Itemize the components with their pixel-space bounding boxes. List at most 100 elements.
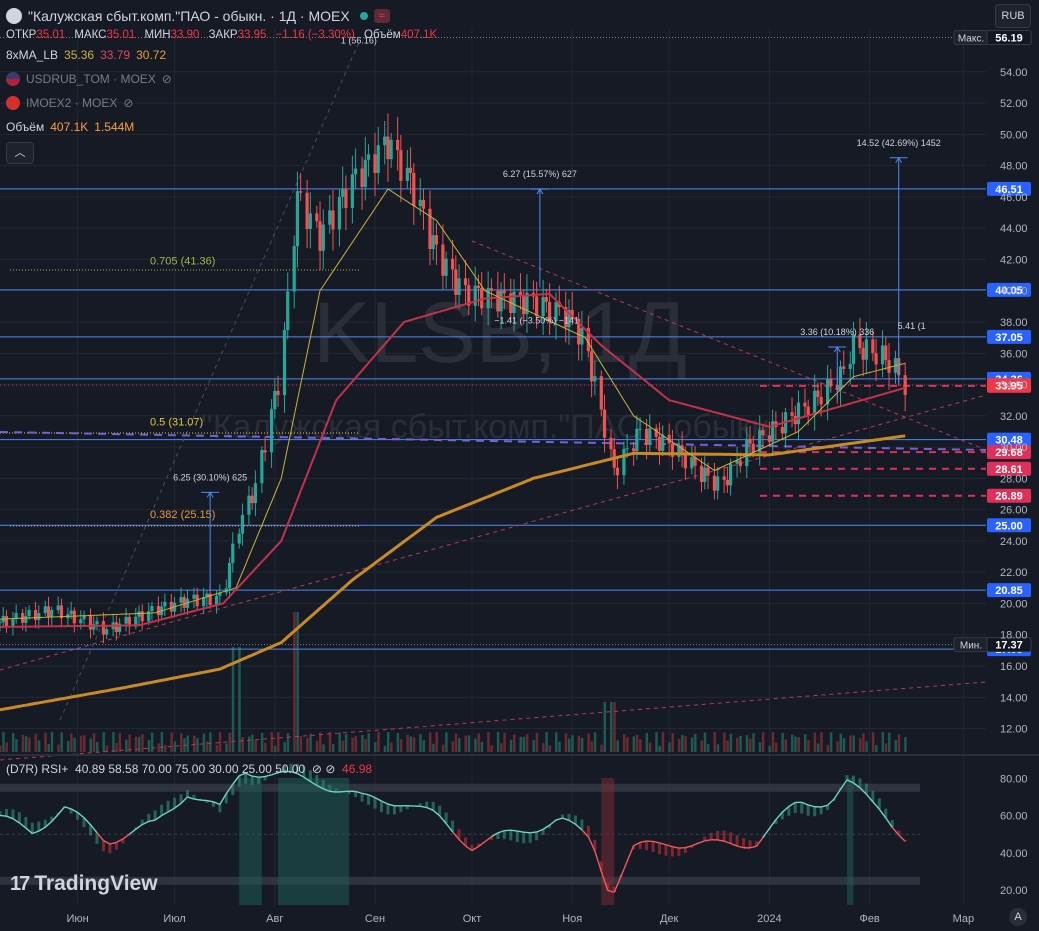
candle-body — [874, 353, 878, 365]
volume-bar — [47, 743, 50, 752]
volume-bar — [383, 745, 387, 752]
measure-arrow — [206, 491, 214, 498]
candle-body — [593, 376, 597, 382]
candle-body — [903, 375, 907, 395]
price-level-label: 20.85 — [995, 585, 1023, 597]
rsi-legend[interactable]: (D7R) RSI+ 40.89 58.58 70.00 75.00 30.00… — [6, 762, 372, 776]
candle-body — [308, 213, 312, 229]
candle-body — [14, 612, 18, 620]
volume-bar — [752, 733, 755, 752]
collapse-legend-button[interactable]: ︿ — [6, 142, 34, 164]
hide-icon[interactable]: ⊘ — [325, 762, 336, 776]
candle-body — [473, 285, 477, 306]
settings-icon[interactable]: ⊘ — [311, 762, 322, 776]
rsi-segment — [717, 839, 725, 842]
candle-body — [722, 476, 726, 480]
volume-bar — [138, 736, 141, 752]
volume-value-1: 407.1K — [50, 120, 89, 134]
volume-bar — [225, 743, 228, 752]
rsi-segment — [555, 817, 563, 821]
auto-scale-button[interactable]: A — [1009, 908, 1027, 926]
tradingview-logo[interactable]: 17 TradingView — [10, 872, 158, 896]
currency-button[interactable]: RUB — [995, 4, 1031, 28]
candle-body — [214, 595, 219, 606]
candle-body — [780, 426, 784, 434]
rsi-segment — [594, 850, 602, 872]
candle-body — [803, 402, 807, 407]
rsi-segment — [6, 815, 14, 820]
volume-bar — [593, 732, 597, 752]
volume-bar — [70, 733, 73, 752]
candle-body — [609, 437, 613, 450]
volume-bar — [609, 702, 613, 752]
volume-bar — [797, 737, 800, 752]
volume-bar — [690, 737, 694, 752]
rsi-segment — [374, 796, 382, 802]
candle-body — [871, 339, 875, 354]
rsi-segment — [238, 772, 246, 777]
rsi-segment — [38, 826, 46, 832]
volume-bar — [816, 743, 820, 752]
candle-body — [570, 310, 574, 319]
price-tick-label: 18.00 — [1000, 630, 1028, 642]
rsi-segment — [200, 799, 207, 802]
volume-bar — [419, 734, 422, 752]
volume-bar — [603, 702, 607, 752]
volume-bar — [648, 742, 652, 752]
compare-imoex[interactable]: IMOEX2 · MOEX ⊘ — [6, 96, 133, 110]
volume-bar — [264, 742, 267, 752]
volume-bar — [344, 733, 348, 752]
candle-body — [24, 616, 28, 623]
candle-body — [444, 258, 448, 276]
volume-bar — [781, 732, 784, 752]
rsi-segment — [32, 830, 40, 835]
volume-label: Объём — [364, 29, 401, 41]
candle-body — [564, 307, 568, 328]
candle-body — [105, 629, 109, 635]
volume-bar — [377, 732, 380, 752]
volume-bar — [658, 745, 661, 752]
rsi-segment — [303, 776, 311, 783]
candle-body — [441, 244, 445, 276]
compare-usdrub[interactable]: USDRUB_TOM · MOEX ⊘ — [6, 72, 172, 86]
volume-bar — [791, 734, 794, 752]
data-delay-icon[interactable]: ≈ — [373, 9, 390, 23]
volume-bar — [79, 735, 83, 752]
ma-name: 8xMA_LB — [6, 48, 59, 62]
candle-body — [59, 605, 64, 619]
candle-body — [644, 428, 649, 445]
rsi-segment — [491, 832, 499, 838]
hidden-eye-icon[interactable]: ⊘ — [123, 96, 134, 110]
rsi-segment — [827, 798, 835, 806]
purple-dashed-level — [0, 431, 987, 451]
candle-body — [838, 366, 843, 390]
rsi-segment — [517, 830, 524, 833]
candle-body — [182, 597, 186, 608]
ma-fast-line — [0, 188, 906, 620]
rsi-signal-zone — [278, 778, 350, 905]
rsi-segment — [439, 815, 447, 824]
candle-body — [502, 290, 506, 294]
volume-bar — [196, 738, 199, 752]
ma-legend[interactable]: 8xMA_LB 35.36 33.79 30.72 — [6, 48, 166, 62]
candle-body — [541, 297, 545, 317]
rsi-segment — [44, 820, 53, 828]
volume-bars — [0, 612, 907, 752]
volume-bar — [474, 738, 477, 752]
volume-bar — [519, 736, 522, 752]
candle-body — [615, 467, 620, 476]
volume-bar — [83, 735, 86, 752]
candle-body — [864, 339, 868, 360]
volume-legend[interactable]: Объём 407.1K 1.544M — [6, 120, 134, 134]
candle-body — [195, 594, 199, 607]
volume-value: 407.1K — [400, 29, 438, 41]
volume-bar — [503, 732, 506, 752]
symbol-title[interactable]: "Калужская сбыт.комп."ПАО - обыкн. · 1Д … — [28, 8, 350, 24]
volume-bar — [677, 738, 681, 752]
hidden-eye-icon[interactable]: ⊘ — [161, 72, 172, 86]
price-tick-label: 14.00 — [1000, 692, 1028, 704]
ma-slow-line — [0, 434, 906, 712]
price-tick-label: 42.00 — [1000, 254, 1028, 266]
candle-body — [428, 208, 432, 250]
